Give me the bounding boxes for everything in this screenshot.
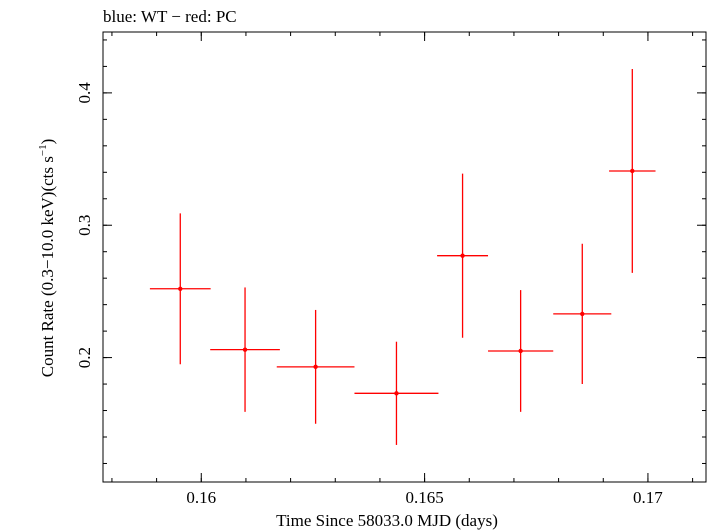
x-tick-label: 0.17: [633, 488, 663, 507]
data-marker: [580, 311, 585, 317]
data-point: [553, 243, 612, 385]
data-marker: [178, 286, 183, 291]
x-axis-label: Time Since 58033.0 MJD (days): [276, 511, 498, 530]
y-axis-label-main: Count Rate (0.3−10.0 keV)(cts s: [38, 156, 57, 377]
data-marker: [313, 364, 318, 370]
data-marker: [394, 391, 399, 396]
data-marker: [242, 347, 248, 352]
series-pc: [149, 69, 656, 445]
y-axis-label-close: ): [38, 139, 57, 145]
data-point: [354, 341, 439, 445]
y-tick-label: 0.3: [75, 215, 94, 236]
plot-frame: [102, 31, 707, 483]
data-point: [149, 213, 211, 365]
data-marker: [460, 253, 465, 258]
x-tick-label: 0.165: [405, 488, 443, 507]
data-point: [609, 69, 656, 273]
data-point: [276, 309, 355, 424]
data-point: [488, 290, 554, 412]
y-tick-label: 0.2: [75, 347, 94, 368]
chart-title: blue: WT − red: PC: [103, 7, 237, 26]
y-tick-label: 0.4: [75, 82, 94, 104]
tick-labels: 0.16 0.165 0.17 0.2 0.3 0.4: [75, 82, 663, 507]
data-point: [437, 173, 489, 338]
axis-ticks: [103, 32, 706, 482]
x-tick-label: 0.16: [186, 488, 216, 507]
data-point: [210, 287, 280, 412]
data-marker: [518, 348, 523, 354]
y-axis-label: Count Rate (0.3−10.0 keV)(cts s−1): [37, 139, 57, 378]
y-axis-label-exponent: −1: [37, 144, 49, 156]
data-marker: [630, 168, 635, 174]
